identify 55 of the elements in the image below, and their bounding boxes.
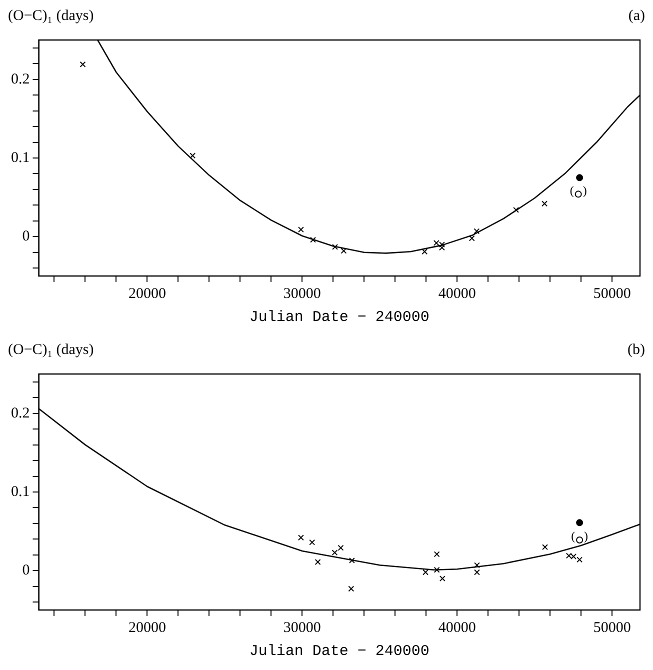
point <box>332 244 338 250</box>
point <box>298 534 304 541</box>
x-tick-label: 20000 <box>128 620 166 636</box>
point <box>513 206 520 213</box>
point <box>298 226 304 233</box>
y-tick-label: 0 <box>22 228 30 245</box>
point <box>348 557 355 564</box>
annotation: ( ) <box>570 183 587 198</box>
point <box>576 519 584 526</box>
point <box>422 569 429 576</box>
x-tick-label: 30000 <box>283 620 321 636</box>
point <box>468 235 475 242</box>
chart-title: (b) <box>628 342 645 360</box>
x-tick-label: 40000 <box>438 286 476 302</box>
point <box>542 200 548 207</box>
point <box>338 544 344 551</box>
x-axis-title: Julian Date − 240000 <box>249 308 430 326</box>
point <box>433 240 440 246</box>
point <box>574 190 582 198</box>
annotation: ( ) <box>571 529 588 544</box>
x-tick-label: 20000 <box>128 286 166 302</box>
point <box>332 550 338 556</box>
chart-title: (a) <box>628 8 645 26</box>
point <box>348 586 354 592</box>
y-tick-label: 0.2 <box>11 405 30 422</box>
point <box>310 236 316 243</box>
point <box>542 544 548 550</box>
x-tick-label: 50000 <box>593 286 631 302</box>
point <box>570 554 576 560</box>
point <box>576 556 583 563</box>
x-tick-label: 50000 <box>593 620 631 636</box>
point <box>190 152 196 159</box>
point <box>576 174 584 182</box>
y-tick-label: 0.1 <box>11 484 30 500</box>
point <box>434 551 440 558</box>
point <box>422 248 428 255</box>
y-tick-label: 0.1 <box>11 150 30 166</box>
point <box>438 244 445 251</box>
point <box>434 566 440 573</box>
x-tick-label: 40000 <box>438 620 476 636</box>
y-axis-title: (O−C)₁ (days) <box>8 342 94 360</box>
x-axis-title: Julian Date − 240000 <box>249 642 430 660</box>
point <box>566 552 572 559</box>
y-axis-title: (O−C)₁ (days) <box>8 8 94 26</box>
point <box>80 61 86 68</box>
point <box>314 559 321 565</box>
point <box>438 242 445 248</box>
point <box>576 536 584 544</box>
point <box>474 228 480 234</box>
y-tick-label: 0 <box>22 562 30 579</box>
y-tick-label: 0.2 <box>11 71 30 88</box>
point <box>309 539 316 546</box>
x-tick-label: 30000 <box>283 286 321 302</box>
point <box>340 248 347 254</box>
point <box>439 576 446 582</box>
